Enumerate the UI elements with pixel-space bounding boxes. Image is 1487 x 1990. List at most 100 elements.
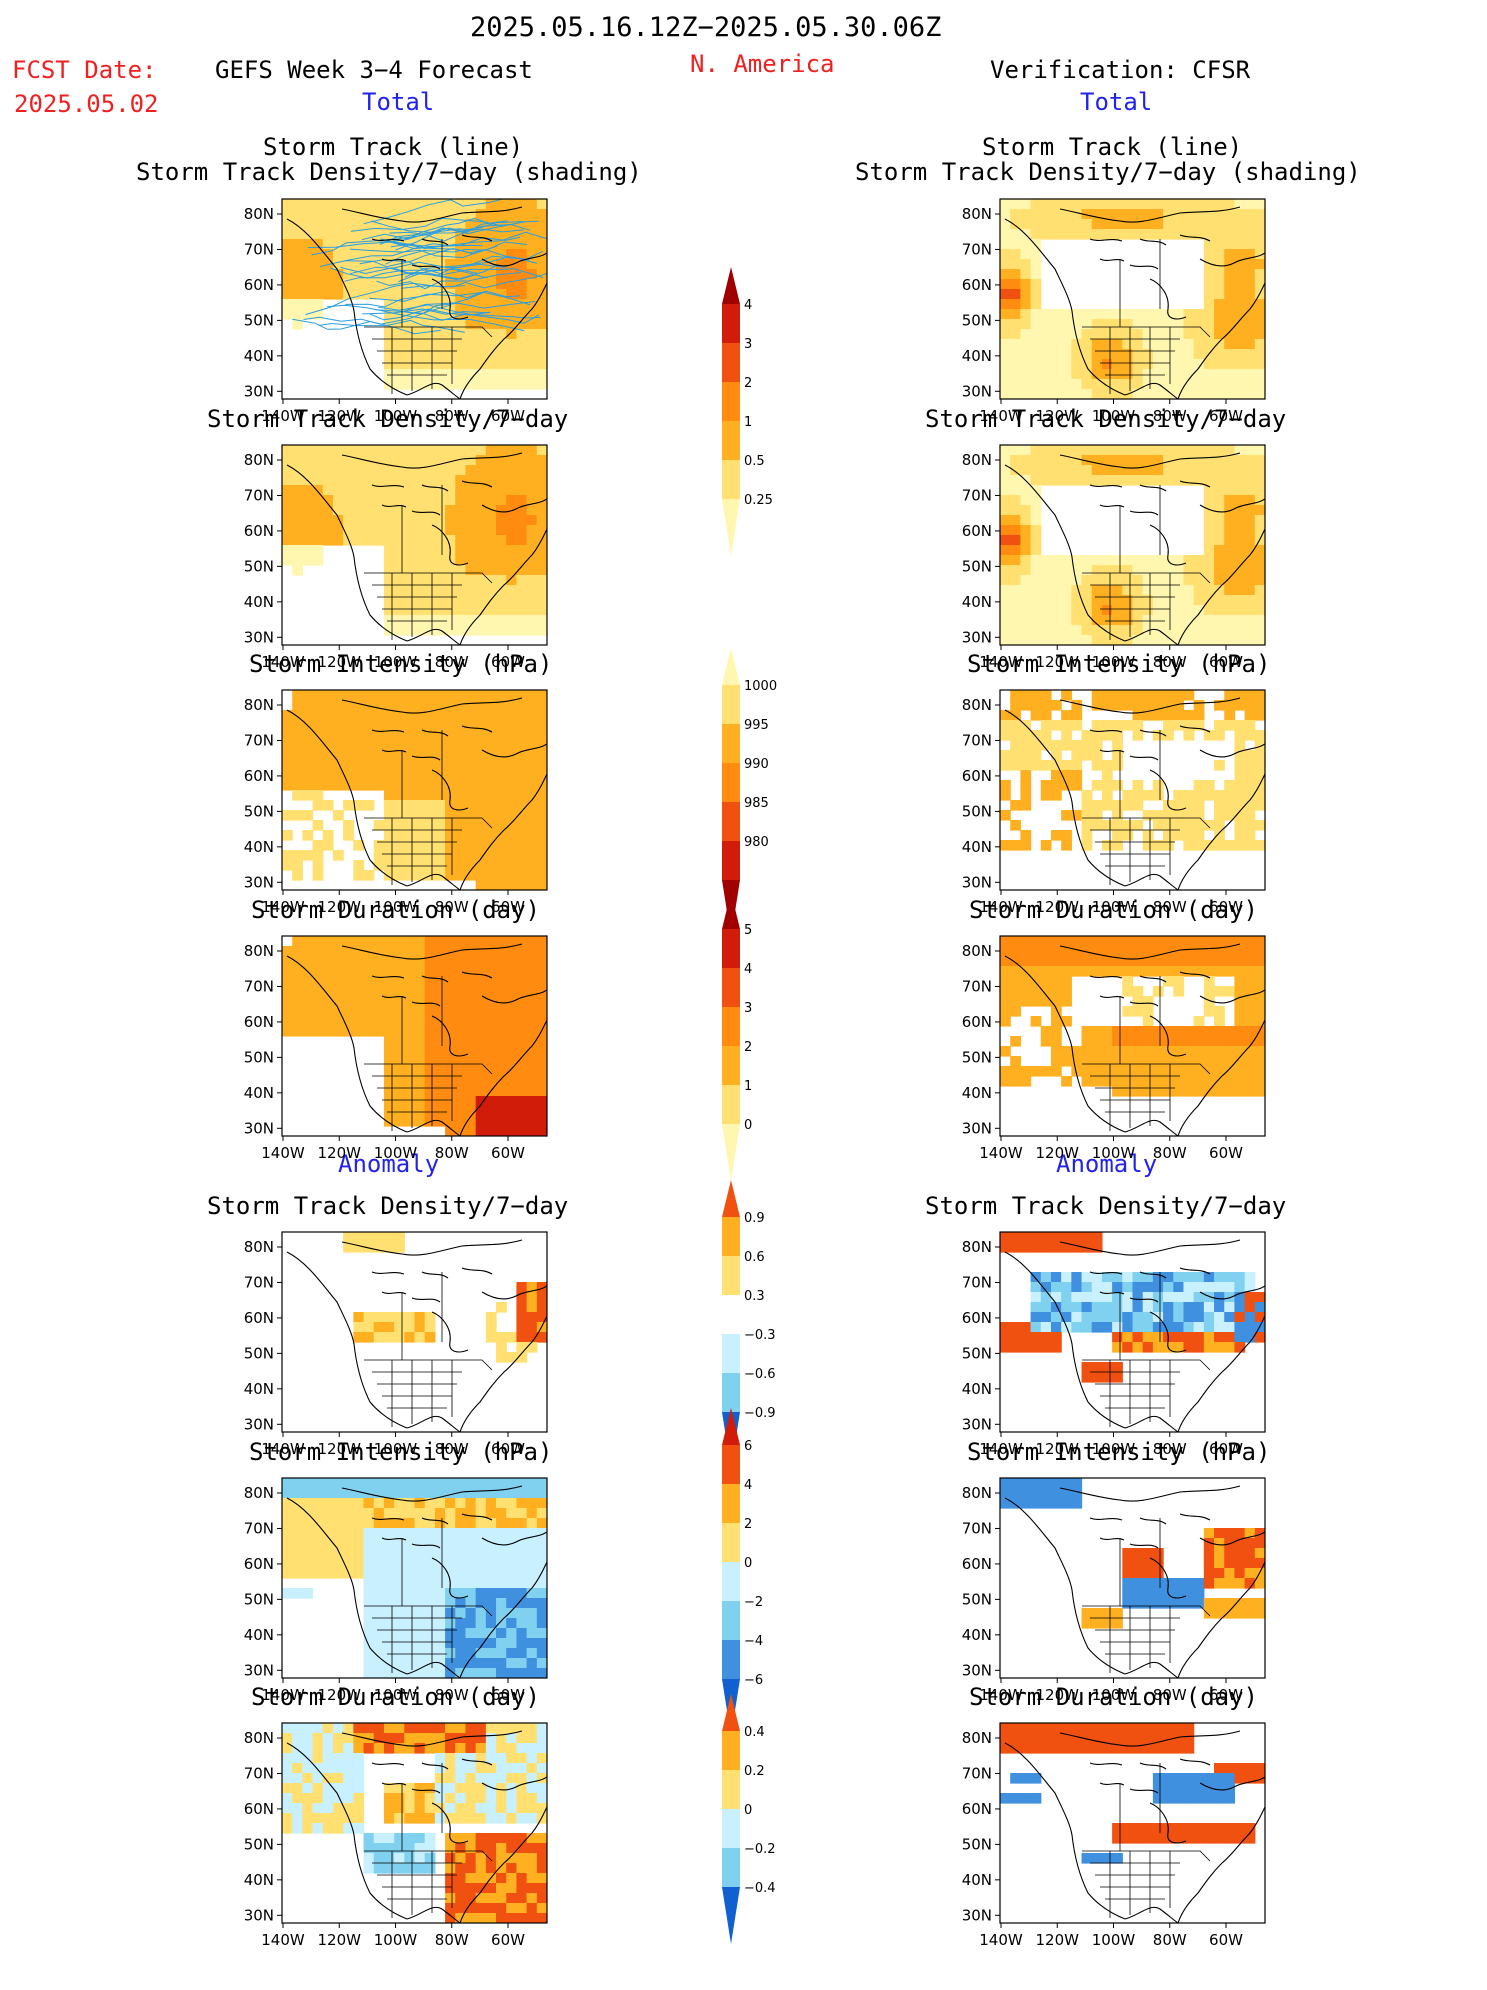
field-cell [516, 475, 527, 486]
field-cell [1234, 475, 1245, 486]
field-cell [1214, 309, 1225, 320]
field-cell [1163, 445, 1174, 456]
lat-tick-label: 80N [962, 205, 992, 223]
field-cell [1071, 605, 1082, 616]
field-cell [445, 850, 456, 861]
field-cell [1061, 1282, 1072, 1293]
field-cell [1061, 936, 1072, 947]
field-cell [516, 790, 527, 801]
field-cell [364, 800, 375, 811]
field-cell [1020, 269, 1031, 280]
field-cell [476, 1668, 487, 1679]
field-cell [1000, 279, 1011, 290]
field-cell [415, 850, 426, 861]
field-cell [1071, 1272, 1082, 1283]
field-cell [394, 1106, 405, 1117]
field-cell [1133, 1733, 1144, 1744]
field-cell [486, 1883, 497, 1894]
field-cell [1051, 1036, 1062, 1047]
field-cell [1010, 1332, 1021, 1343]
field-cell [1153, 690, 1164, 701]
field-cell [302, 760, 313, 771]
field-cell [1122, 329, 1133, 340]
field-cell [1143, 209, 1154, 220]
field-cell [404, 830, 415, 841]
field-cell [353, 1242, 364, 1253]
field-cell [384, 1096, 395, 1107]
field-cell [445, 1743, 456, 1754]
field-cell [425, 1843, 436, 1854]
field-cell [1020, 690, 1031, 701]
lat-tick-label: 40N [962, 347, 992, 365]
field-cell [364, 495, 375, 506]
field-cell [425, 319, 436, 330]
field-cell [1255, 289, 1266, 300]
field-cell [374, 820, 385, 831]
field-cell [302, 1498, 313, 1509]
field-cell [1153, 605, 1164, 616]
field-cell [1041, 1478, 1052, 1489]
field-cell [1092, 966, 1103, 977]
field-cell [445, 1076, 456, 1087]
field-cell [384, 1086, 395, 1097]
field-cell [527, 1106, 538, 1117]
field-cell [1020, 349, 1031, 360]
field-cell [353, 1773, 364, 1784]
field-cell [527, 1016, 538, 1027]
field-cell [364, 1478, 375, 1489]
field-cell [425, 830, 436, 841]
field-cell [1245, 996, 1256, 1007]
field-cell [384, 956, 395, 967]
field-cell [415, 946, 426, 957]
field-cell [1061, 966, 1072, 977]
field-cell [343, 986, 354, 997]
colorbar-label: 0 [744, 1556, 752, 1571]
colorbar-label: 4 [744, 1478, 752, 1493]
field-cell [415, 565, 426, 576]
field-cell [1000, 445, 1011, 456]
field-cell [1000, 1332, 1011, 1343]
field-cell [1194, 1598, 1205, 1609]
field-cell [1010, 1006, 1021, 1017]
field-cell [343, 976, 354, 987]
field-cell [404, 349, 415, 360]
field-cell [465, 820, 476, 831]
field-cell [465, 1558, 476, 1569]
field-cell [364, 780, 375, 791]
field-cell [537, 289, 548, 300]
field-cell [1102, 800, 1113, 811]
field-cell [353, 870, 364, 881]
field-cell [1102, 309, 1113, 320]
field-cell [364, 1568, 375, 1579]
field-cell [1041, 309, 1052, 320]
lon-tick-label: 80W [1153, 1440, 1187, 1458]
field-cell [1234, 1548, 1245, 1559]
field-cell [1092, 1046, 1103, 1057]
field-cell [1204, 956, 1215, 967]
field-cell [506, 1116, 517, 1127]
field-cell [476, 545, 487, 556]
field-cell [496, 956, 507, 967]
field-cell [1122, 229, 1133, 240]
field-cell [1204, 445, 1215, 456]
field-cell [374, 495, 385, 506]
field-cell [537, 555, 548, 566]
field-cell [1143, 1588, 1154, 1599]
field-cell [1020, 219, 1031, 230]
field-cell [486, 1723, 497, 1734]
lon-tick-label: 140W [261, 1686, 305, 1704]
field-cell [1204, 1342, 1215, 1353]
field-cell [333, 239, 344, 250]
field-cell [516, 1302, 527, 1313]
field-cell [1010, 525, 1021, 536]
field-cell [435, 710, 446, 721]
field-cell [1255, 760, 1266, 771]
field-cell [364, 445, 375, 456]
field-cell [1133, 1066, 1144, 1077]
field-cell [415, 1618, 426, 1629]
field-cell [415, 515, 426, 526]
field-cell [1153, 1056, 1164, 1067]
field-cell [394, 1558, 405, 1569]
field-cell [1204, 1322, 1215, 1333]
